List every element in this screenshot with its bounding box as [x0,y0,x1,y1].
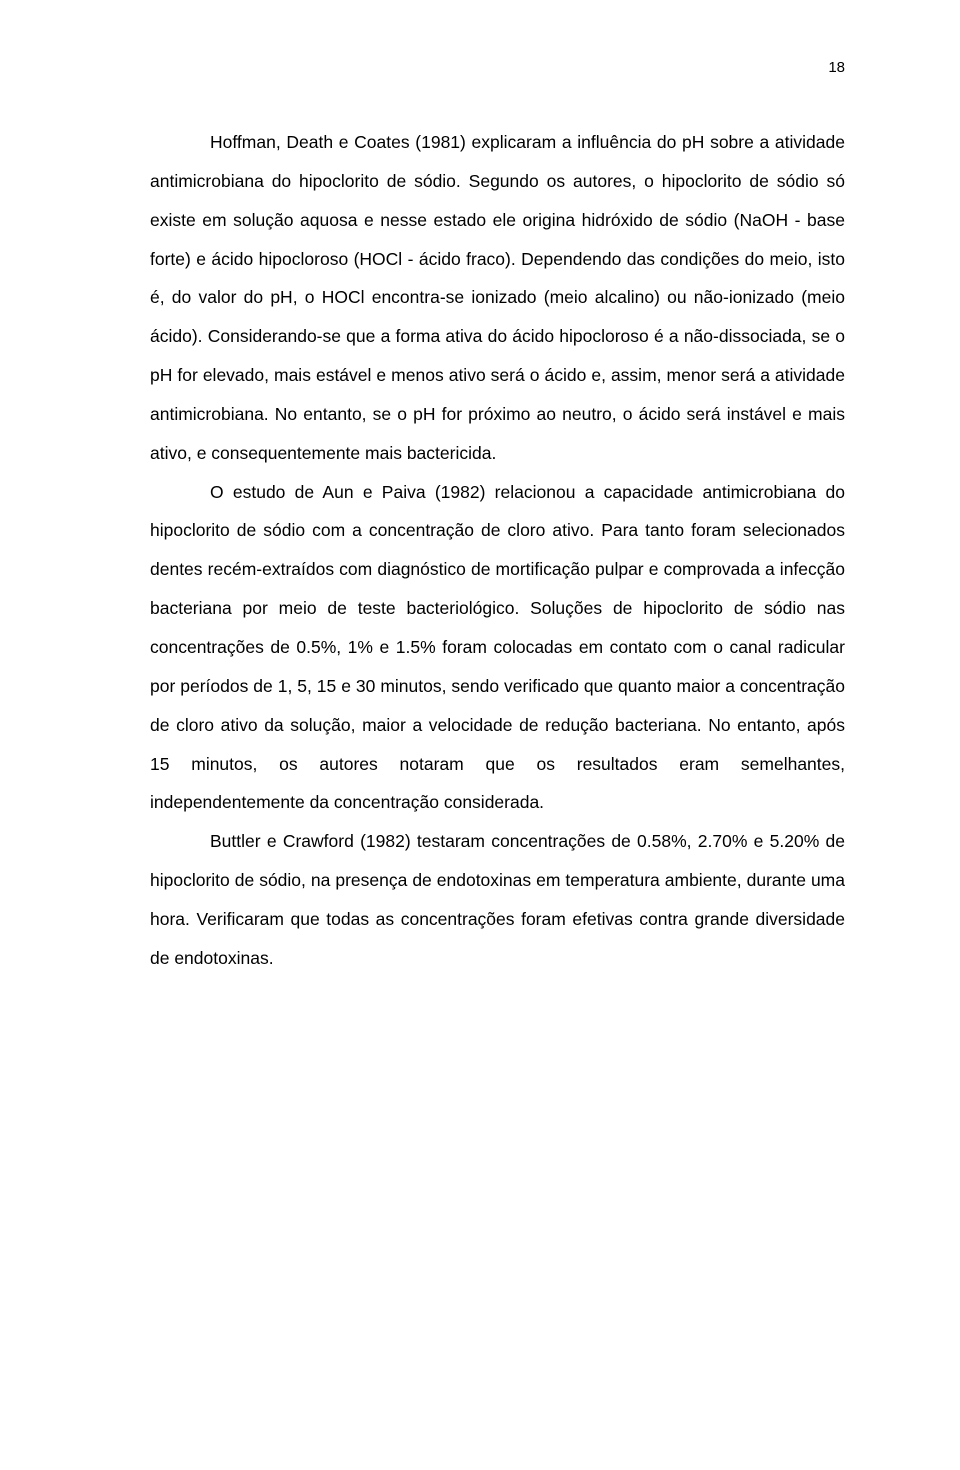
body-paragraph-3: Buttler e Crawford (1982) testaram conce… [150,822,845,977]
body-paragraph-1: Hoffman, Death e Coates (1981) explicara… [150,123,845,473]
page-number: 18 [150,60,845,75]
body-paragraph-2: O estudo de Aun e Paiva (1982) relaciono… [150,473,845,823]
